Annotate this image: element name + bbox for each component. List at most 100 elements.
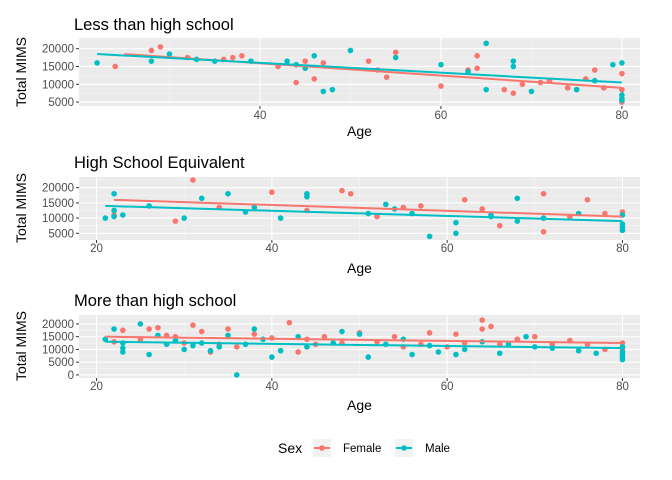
data-point-male: [120, 349, 126, 355]
data-point-male: [120, 345, 126, 351]
data-point-female: [320, 60, 327, 66]
data-point-male: [146, 351, 152, 358]
x-tick-label: 20: [90, 243, 103, 255]
data-point-male: [304, 344, 310, 350]
y-tick-label: 5000: [48, 97, 74, 109]
series-female-points: [111, 177, 626, 235]
data-point-male: [505, 341, 512, 348]
data-point-female: [602, 210, 608, 217]
data-point-male: [619, 356, 626, 363]
data-point-male: [166, 51, 173, 57]
data-point-male: [233, 372, 240, 378]
data-point-male: [593, 350, 599, 357]
y-tick-label: 15000: [42, 198, 74, 210]
data-point-male: [523, 333, 529, 340]
data-point-male: [181, 346, 187, 353]
x-axis-title: Age: [347, 123, 372, 139]
data-point-male: [225, 332, 231, 339]
data-point-male: [426, 233, 433, 240]
data-point-female: [198, 328, 205, 335]
data-point-male: [251, 204, 258, 211]
data-point-male: [453, 351, 459, 358]
x-tick-label: 40: [254, 110, 267, 122]
data-point-female: [311, 76, 318, 82]
data-point-male: [216, 344, 223, 350]
data-point-female: [239, 53, 245, 59]
legend-label: Female: [343, 443, 381, 455]
data-point-male: [483, 86, 489, 93]
data-point-female: [392, 49, 399, 56]
data-point-male: [181, 215, 187, 221]
panel-title: Less than high school: [74, 16, 234, 34]
data-point-male: [619, 227, 626, 234]
data-point-female: [172, 218, 179, 224]
y-tick-label: 20000: [42, 183, 74, 195]
data-point-female: [591, 67, 598, 73]
data-point-male: [148, 58, 155, 64]
data-point-female: [120, 327, 126, 334]
fit-line-female: [114, 198, 623, 218]
data-point-male: [514, 218, 521, 224]
data-point-female: [496, 222, 503, 229]
y-tick-label: 20000: [42, 44, 74, 56]
x-tick-label: 80: [616, 110, 629, 122]
data-point-female: [418, 203, 424, 209]
x-tick-label: 80: [616, 243, 629, 255]
y-axis-title: Total MIMS: [13, 311, 29, 381]
data-point-male: [453, 219, 459, 226]
panel-title: More than high school: [74, 292, 236, 310]
x-axis-title: Age: [347, 260, 372, 276]
data-point-male: [207, 347, 214, 354]
x-tick-label: 20: [90, 381, 103, 393]
data-point-male: [510, 58, 517, 64]
y-tick-label: 15000: [42, 332, 74, 344]
legend: Sex Female Male: [278, 439, 450, 457]
data-point-male: [102, 215, 109, 221]
data-point-female: [391, 333, 398, 340]
data-point-male: [284, 58, 290, 64]
data-point-male: [619, 60, 625, 66]
data-point-male: [575, 347, 582, 354]
data-point-male: [356, 331, 363, 337]
legend-key-point: [319, 445, 325, 451]
data-point-female: [453, 331, 459, 337]
data-point-female: [293, 79, 299, 86]
x-tick-label: 60: [441, 381, 454, 393]
y-tick-label: 0: [68, 370, 74, 382]
data-point-female: [190, 322, 196, 329]
data-point-male: [496, 350, 503, 357]
data-point-female: [488, 323, 494, 330]
data-point-female: [474, 65, 480, 72]
data-point-female: [155, 324, 161, 331]
data-point-male: [111, 326, 117, 332]
data-point-male: [111, 190, 117, 197]
data-point-female: [479, 206, 486, 212]
data-point-female: [233, 344, 240, 350]
data-point-male: [311, 53, 318, 59]
data-point-female: [321, 333, 328, 340]
data-point-male: [610, 61, 616, 68]
data-point-female: [426, 330, 433, 336]
data-point-female: [365, 58, 372, 64]
data-point-female: [347, 190, 354, 197]
data-point-female: [619, 340, 626, 346]
data-point-male: [347, 47, 354, 54]
x-tick-label: 80: [616, 381, 629, 393]
data-point-female: [286, 319, 293, 326]
y-tick-label: 15000: [42, 61, 74, 73]
data-point-male: [137, 321, 144, 327]
data-point-female: [302, 58, 309, 64]
data-point-male: [339, 328, 345, 335]
data-point-female: [532, 333, 538, 340]
data-point-male: [251, 326, 258, 332]
y-tick-label: 10000: [42, 79, 74, 91]
data-point-male: [111, 207, 117, 214]
data-point-female: [501, 86, 508, 93]
y-tick-label: 10000: [42, 213, 74, 225]
data-point-female: [438, 83, 444, 89]
y-axis-title: Total MIMS: [13, 173, 29, 243]
